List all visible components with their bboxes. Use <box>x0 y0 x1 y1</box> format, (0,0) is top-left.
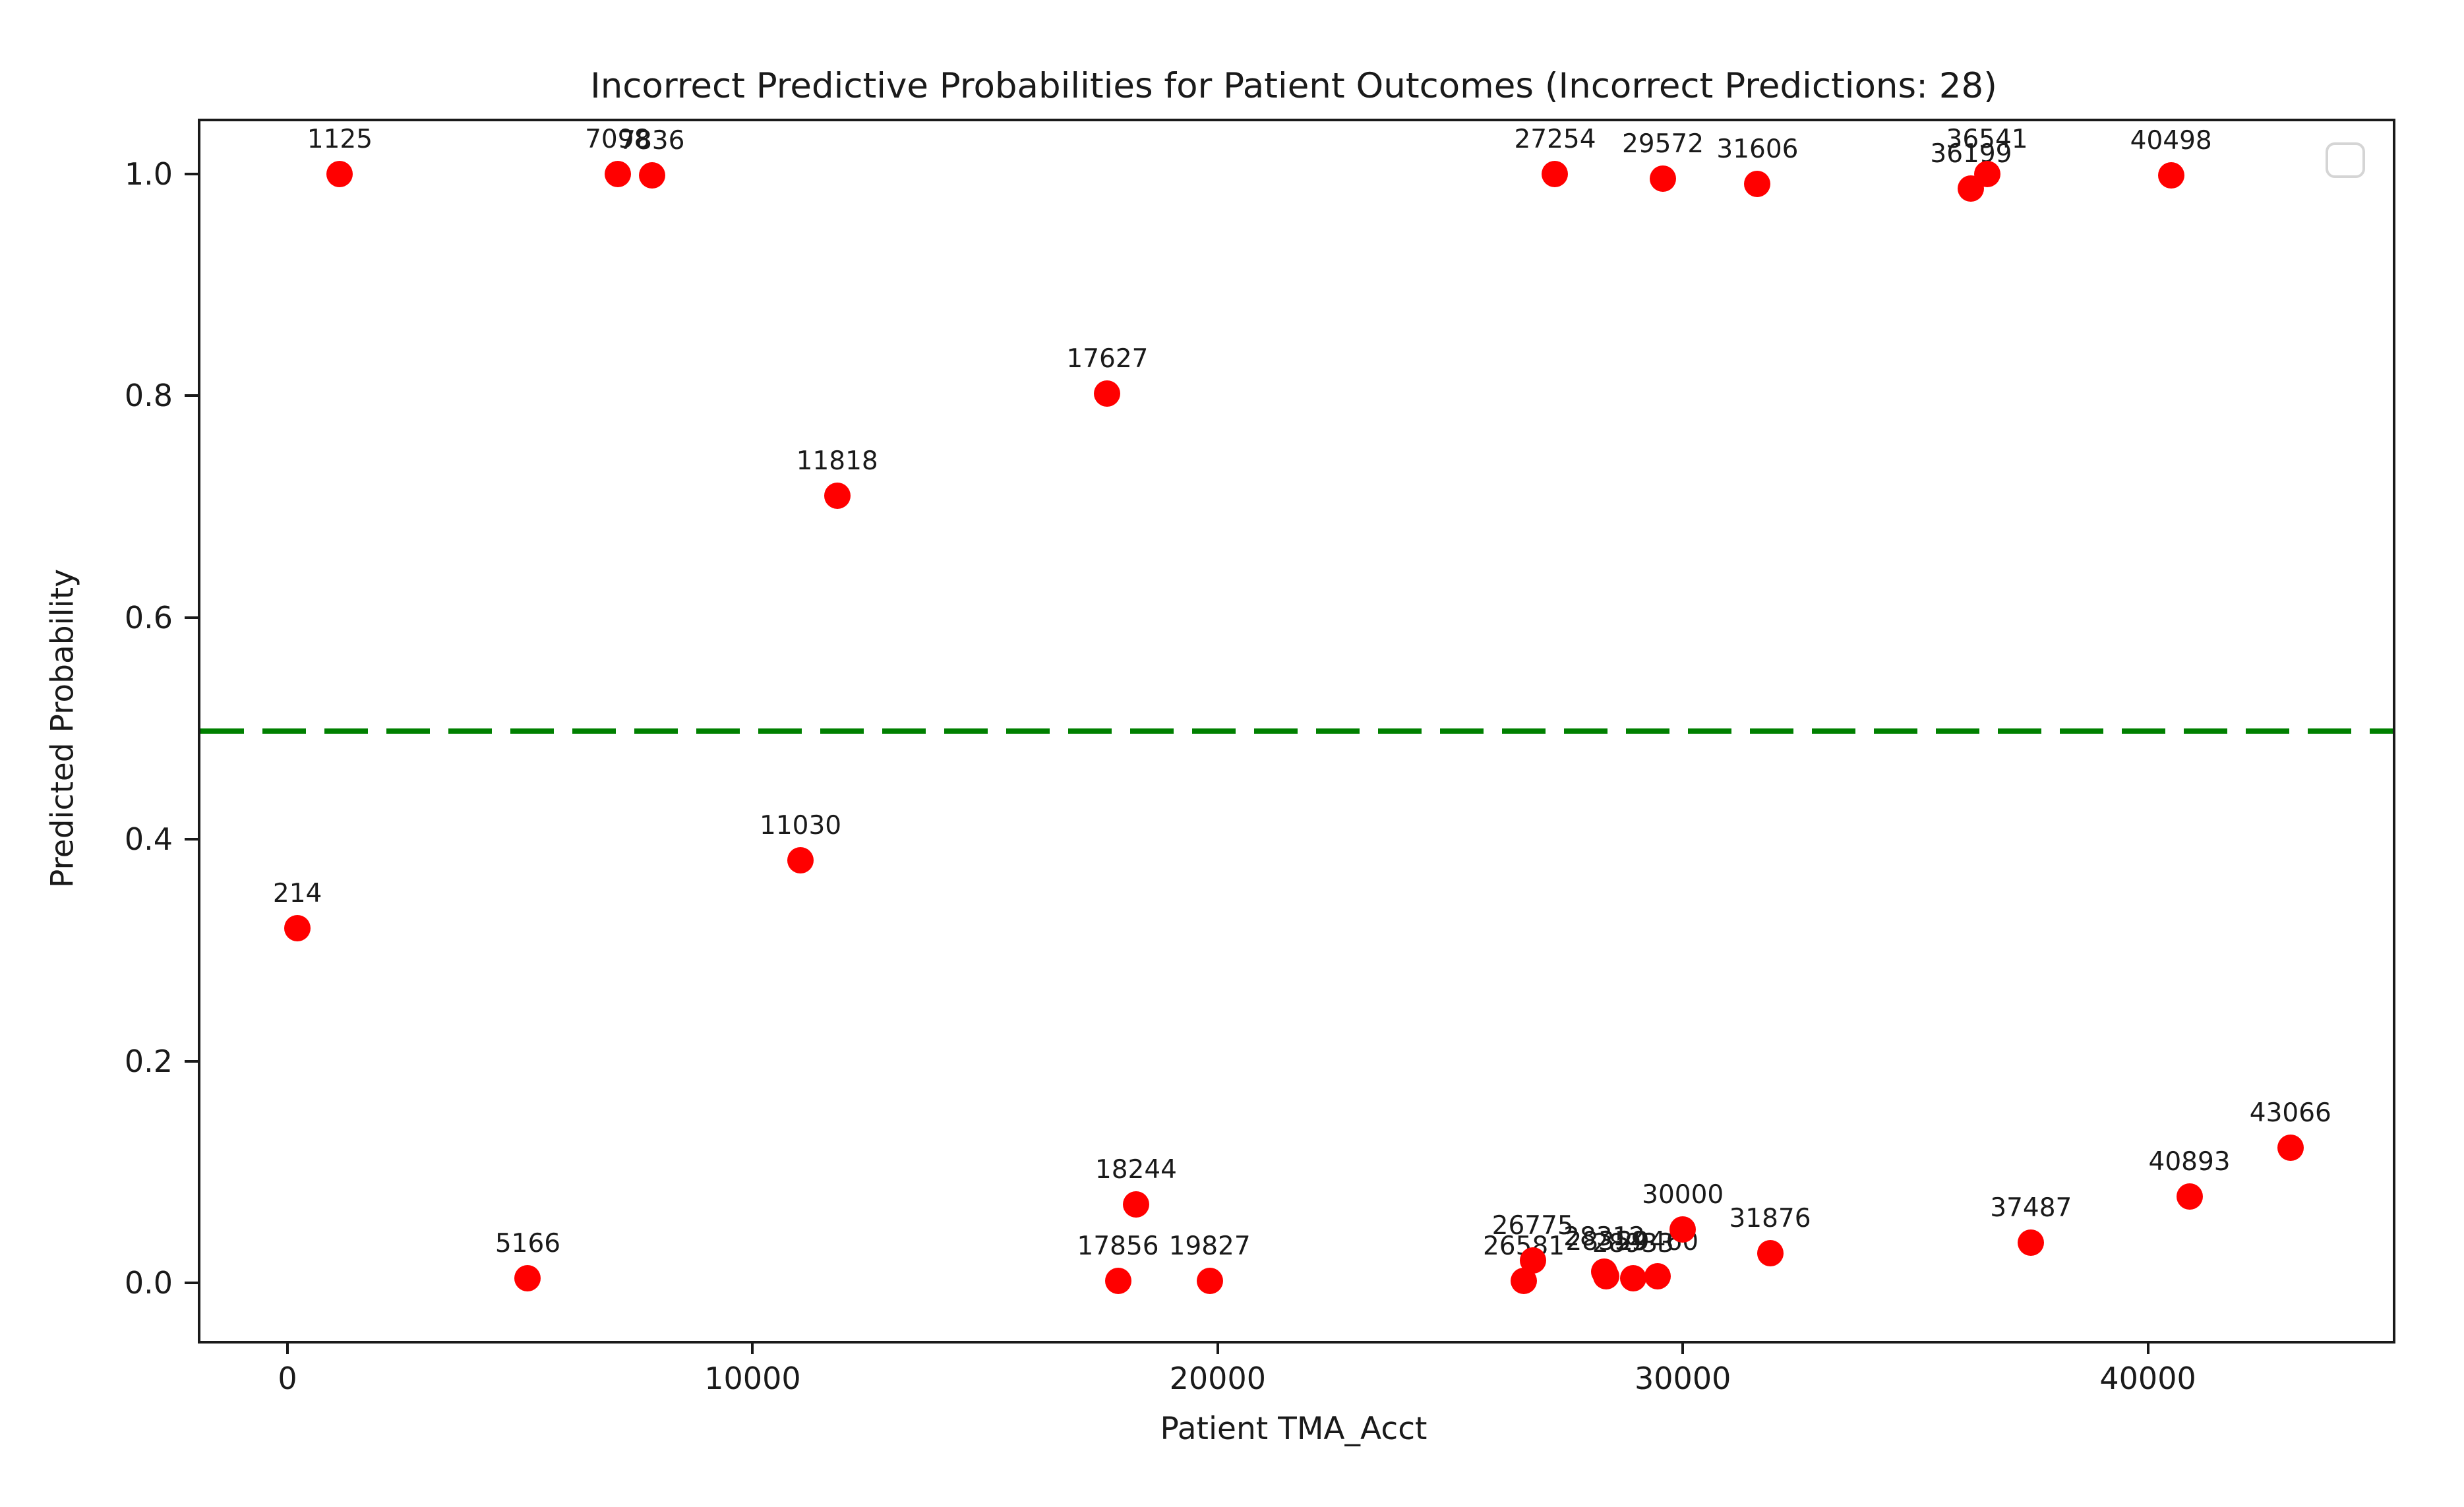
point-label: 36199 <box>1930 139 2012 169</box>
point-label: 31876 <box>1729 1203 1811 1233</box>
point-label: 37487 <box>1990 1193 2072 1224</box>
chart-title: Incorrect Predictive Probabilities for P… <box>590 66 1997 106</box>
point-label: 40498 <box>2130 125 2212 156</box>
x-tick-mark <box>2146 1341 2149 1354</box>
x-axis-label: Patient TMA_Acct <box>1160 1411 1427 1447</box>
y-tick-mark <box>185 838 198 841</box>
point-label: 7098 <box>585 125 651 155</box>
data-point <box>1094 380 1121 407</box>
data-point <box>284 914 311 941</box>
x-tick-label: 40000 <box>2099 1361 2196 1396</box>
data-point <box>2277 1134 2304 1161</box>
point-label: 36541 <box>1946 125 2028 155</box>
y-tick-mark <box>185 616 198 619</box>
plot-area <box>198 119 2395 1344</box>
data-point <box>1619 1265 1646 1292</box>
y-tick-label: 0.2 <box>124 1043 173 1079</box>
data-point <box>2176 1183 2203 1210</box>
point-label: 31606 <box>1716 134 1799 165</box>
x-tick-mark <box>751 1341 754 1354</box>
point-label: 40893 <box>2148 1146 2231 1177</box>
x-tick-label: 30000 <box>1635 1361 1731 1396</box>
point-label: 17627 <box>1066 344 1149 374</box>
x-tick-mark <box>1216 1341 1219 1354</box>
data-point <box>1973 161 2000 188</box>
point-label: 17856 <box>1077 1231 1159 1261</box>
point-label: 1125 <box>307 125 373 155</box>
data-point <box>1519 1247 1546 1274</box>
y-tick-label: 0.6 <box>124 599 173 635</box>
data-point <box>1122 1191 1149 1218</box>
data-point <box>604 161 631 188</box>
data-point <box>2157 162 2184 189</box>
data-point <box>1757 1239 1784 1266</box>
y-tick-label: 0.8 <box>124 378 173 414</box>
point-label: 18244 <box>1095 1154 1177 1185</box>
legend-box <box>2326 142 2365 178</box>
point-label: 28933 <box>1592 1229 1674 1259</box>
x-tick-mark <box>286 1341 289 1354</box>
data-point <box>787 847 814 874</box>
y-tick-mark <box>185 1281 198 1284</box>
point-label: 29572 <box>1621 129 1704 159</box>
y-tick-mark <box>185 1059 198 1063</box>
data-point <box>824 482 851 509</box>
x-tick-label: 20000 <box>1169 1361 1266 1396</box>
x-tick-label: 0 <box>278 1361 297 1396</box>
data-point <box>514 1265 541 1292</box>
x-tick-mark <box>1681 1341 1685 1354</box>
data-point <box>1196 1267 1223 1294</box>
data-point <box>1744 171 1771 198</box>
data-point <box>1542 161 1569 188</box>
point-label: 7836 <box>619 125 685 156</box>
threshold-line-layer <box>200 728 2393 734</box>
data-point <box>1644 1262 1671 1289</box>
y-axis-label: Predicted Probability <box>44 568 81 889</box>
point-label: 28312 <box>1563 1222 1646 1253</box>
point-label: 26775 <box>1491 1211 1574 1241</box>
point-label: 30000 <box>1642 1180 1724 1210</box>
y-tick-mark <box>185 394 198 398</box>
data-point <box>1650 165 1676 192</box>
point-label: 28359 <box>1565 1226 1648 1256</box>
point-label: 5166 <box>495 1229 561 1259</box>
data-point <box>326 161 353 188</box>
y-tick-label: 0.4 <box>124 821 173 858</box>
data-point <box>638 162 665 189</box>
data-point <box>1593 1262 1620 1289</box>
data-point <box>1104 1267 1131 1294</box>
y-tick-mark <box>185 173 198 176</box>
y-tick-label: 0.0 <box>124 1264 173 1301</box>
y-tick-label: 1.0 <box>124 156 173 192</box>
point-label: 43066 <box>2249 1098 2331 1128</box>
point-label: 19827 <box>1168 1231 1251 1261</box>
x-tick-label: 10000 <box>704 1361 801 1396</box>
point-label: 27254 <box>1514 125 1596 155</box>
data-point <box>2018 1229 2045 1256</box>
point-label: 11818 <box>796 446 878 476</box>
point-label: 214 <box>272 878 322 908</box>
point-label: 11030 <box>760 811 842 841</box>
data-point <box>1669 1216 1697 1243</box>
